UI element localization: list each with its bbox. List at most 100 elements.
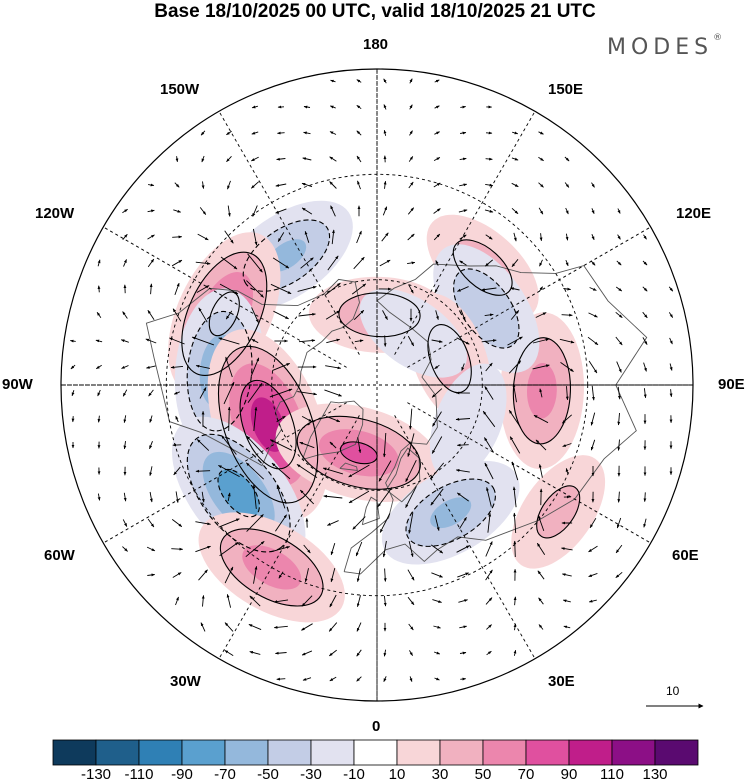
anomaly-centre <box>429 363 507 480</box>
wind-arrow <box>271 462 291 480</box>
wind-arrow <box>511 461 519 481</box>
wind-arrow <box>643 492 647 502</box>
wind-arrow <box>507 336 523 346</box>
wind-arrow <box>513 232 517 242</box>
wind-arrow <box>199 387 207 399</box>
wind-arrow <box>564 182 570 188</box>
wind-arrow <box>252 228 258 246</box>
wind-arrow <box>616 361 622 373</box>
wind-arrow <box>251 307 259 323</box>
wind-arrow <box>643 234 647 240</box>
contour-line <box>536 485 581 539</box>
wind-arrow <box>459 260 467 266</box>
brand-name: MODES <box>607 35 714 60</box>
wind-arrow <box>508 409 522 429</box>
wind-arrow <box>225 356 233 378</box>
wind-arrow <box>509 436 521 454</box>
wind-arrow <box>357 437 362 454</box>
wind-arrow <box>200 622 206 632</box>
wind-arrow <box>562 443 572 447</box>
wind-arrow <box>456 337 470 345</box>
lon-label-120e: 120E <box>676 205 712 222</box>
wind-arrow <box>269 388 293 398</box>
wind-arrow <box>96 312 102 318</box>
wind-arrow <box>617 491 621 503</box>
wind-arrow <box>199 207 207 215</box>
colorbar-tick-label: -30 <box>300 766 322 783</box>
wind-arrow <box>460 309 466 321</box>
wind-arrow <box>430 488 444 506</box>
wind-arrow <box>351 283 367 295</box>
wind-arrow <box>486 650 492 656</box>
wind-arrow <box>532 364 550 370</box>
wind-arrow <box>481 287 497 291</box>
wind-arrow <box>273 599 289 604</box>
wind-arrow <box>537 514 545 532</box>
wind-arrow <box>275 651 287 655</box>
colorbar-swatch <box>611 739 656 766</box>
wind-arrow <box>301 182 313 188</box>
wind-arrow <box>383 78 387 84</box>
lon-label-180: 180 <box>363 36 389 53</box>
wind-arrow <box>511 157 519 161</box>
wind-arrow <box>195 545 211 553</box>
wind-arrow <box>175 596 179 606</box>
wind-arrow <box>409 650 413 656</box>
wind-arrow <box>175 156 179 163</box>
wind-arrow <box>434 131 440 135</box>
wind-arrow <box>272 546 291 552</box>
wind-arrow <box>356 568 361 583</box>
colorbar-swatch <box>353 739 398 766</box>
wind-arrow <box>147 518 155 528</box>
wind-arrow <box>329 594 337 608</box>
wind-arrow <box>227 205 231 217</box>
wind-arrow <box>195 364 210 369</box>
wind-arrow <box>513 512 517 534</box>
wind-arrow <box>246 280 264 298</box>
wind-arrow <box>95 364 102 370</box>
wind-arrow <box>70 364 76 370</box>
wind-arrow <box>616 260 622 266</box>
wind-arrow <box>304 568 309 583</box>
colorbar-tick-label: -10 <box>343 766 365 783</box>
wind-arrow <box>459 651 467 655</box>
wind-arrow <box>348 490 370 504</box>
wind-arrow <box>460 105 467 109</box>
lon-label-60w: 60W <box>44 547 75 564</box>
wind-arrow <box>434 79 440 83</box>
wind-arrow <box>171 519 183 527</box>
wind-arrow <box>197 233 209 241</box>
wind-arrow <box>303 131 311 135</box>
wind-arrow <box>275 514 287 532</box>
wind-arrow <box>249 595 261 607</box>
anomaly-centre <box>359 288 467 378</box>
wind-arrow <box>435 260 439 266</box>
colorbar-swatch <box>568 739 613 766</box>
wind-arrow <box>432 411 442 427</box>
wind-arrow <box>407 596 415 606</box>
wind-arrow <box>459 183 468 187</box>
wind-arrow <box>276 415 286 423</box>
wind-arrow <box>218 465 240 477</box>
coastlines <box>145 263 648 575</box>
colorbar-swatch <box>310 739 355 766</box>
wind-arrow <box>408 284 414 294</box>
wind-arrow <box>356 155 362 163</box>
wind-arrow <box>565 233 569 241</box>
wind-arrow <box>539 233 543 242</box>
wind-arrow <box>539 286 543 292</box>
colorbar-swatch <box>95 739 140 766</box>
contour-line <box>239 379 297 470</box>
wind-arrow <box>560 362 574 372</box>
wind-arrow <box>323 494 343 499</box>
graticule <box>61 69 693 701</box>
wind-arrow <box>123 415 127 424</box>
wind-vectors <box>69 78 674 683</box>
wind-arrow <box>510 287 520 291</box>
wind-arrow <box>172 572 182 578</box>
wind-arrow <box>251 131 259 135</box>
wind-arrow <box>382 310 388 320</box>
colorbar-swatch <box>138 739 183 766</box>
meridian-line <box>218 111 360 355</box>
wind-arrow <box>383 595 387 607</box>
